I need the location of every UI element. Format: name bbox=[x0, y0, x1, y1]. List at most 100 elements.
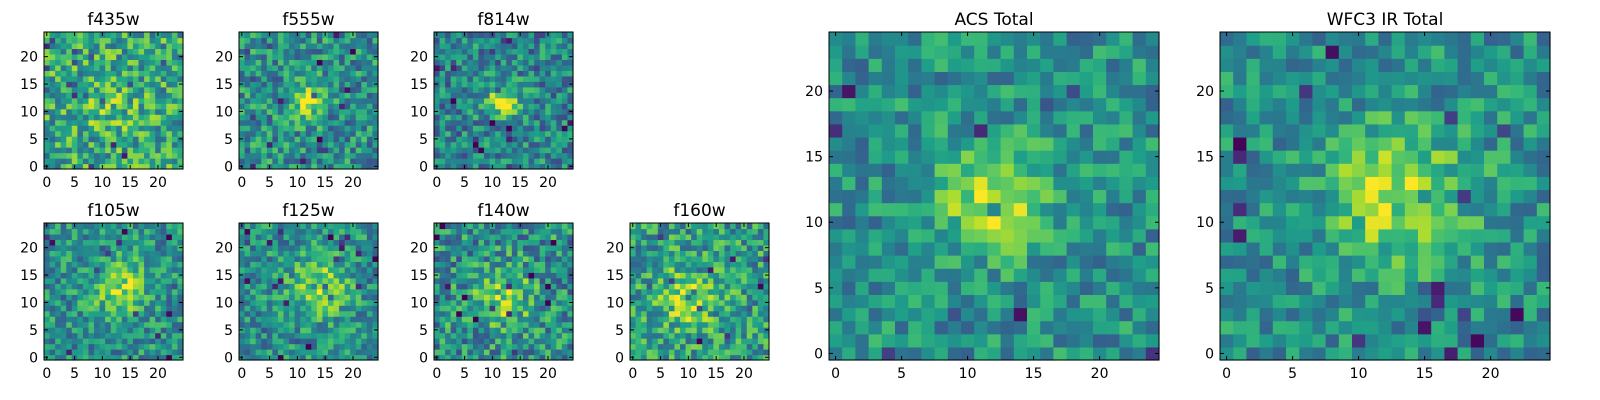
heatmap-cell bbox=[366, 332, 374, 339]
heatmap-cell bbox=[868, 268, 883, 282]
heatmap-cell bbox=[439, 81, 446, 88]
heatmap-cell bbox=[974, 215, 988, 230]
heatmap-cell bbox=[445, 152, 452, 159]
heatmap-cell bbox=[327, 97, 335, 104]
heatmap-cell bbox=[561, 42, 569, 50]
heatmap-cell bbox=[752, 261, 759, 268]
heatmap-cell bbox=[372, 338, 379, 345]
heatmap-cell bbox=[105, 272, 112, 279]
heatmap-cell bbox=[261, 261, 268, 268]
heatmap-cell bbox=[305, 86, 312, 93]
heatmap-cell bbox=[132, 327, 140, 334]
heatmap-cell bbox=[261, 108, 268, 115]
heatmap-cell bbox=[88, 48, 95, 55]
heatmap-cell bbox=[947, 307, 962, 322]
heatmap-cell bbox=[127, 272, 134, 279]
heatmap-cell bbox=[49, 70, 56, 77]
heatmap-cell bbox=[82, 332, 90, 339]
heatmap-cell bbox=[71, 147, 78, 154]
heatmap-cell bbox=[974, 241, 988, 256]
heatmap-cell bbox=[500, 283, 507, 290]
heatmap-cell bbox=[934, 294, 949, 309]
heatmap-cell bbox=[289, 37, 296, 44]
heatmap-cell bbox=[261, 327, 268, 334]
heatmap-cell bbox=[534, 321, 541, 328]
heatmap-cell bbox=[895, 150, 909, 164]
heatmap-cell bbox=[674, 233, 681, 241]
heatmap-cell bbox=[702, 250, 709, 257]
heatmap-cell bbox=[550, 130, 557, 137]
heatmap-cell bbox=[461, 349, 468, 356]
heatmap-cell bbox=[344, 244, 351, 251]
heatmap-cell bbox=[333, 343, 340, 350]
heatmap-cell bbox=[316, 37, 323, 44]
heatmap-cell bbox=[322, 338, 329, 345]
heatmap-cell bbox=[300, 32, 307, 39]
heatmap-cell bbox=[132, 92, 140, 99]
heatmap-cell bbox=[132, 244, 140, 251]
heatmap-cell bbox=[517, 294, 524, 301]
heatmap-cell bbox=[691, 261, 698, 268]
heatmap-cell bbox=[472, 75, 480, 82]
heatmap-cell bbox=[472, 327, 480, 334]
heatmap-cell bbox=[528, 316, 535, 323]
heatmap-cell bbox=[500, 343, 507, 350]
heatmap-cell bbox=[300, 114, 307, 121]
heatmap-cell bbox=[489, 37, 496, 44]
heatmap-cell bbox=[283, 305, 290, 312]
heatmap-cell bbox=[567, 233, 574, 241]
heatmap-cell bbox=[177, 250, 184, 257]
heatmap-cell bbox=[947, 189, 962, 204]
heatmap-cell bbox=[434, 288, 441, 295]
heatmap-cell bbox=[746, 250, 753, 257]
heatmap-cell bbox=[668, 349, 676, 356]
heatmap-cell bbox=[327, 92, 335, 99]
heatmap-cell bbox=[506, 64, 513, 71]
heatmap-cell bbox=[166, 332, 173, 339]
heatmap-cell bbox=[155, 255, 162, 262]
heatmap-cell bbox=[1000, 268, 1015, 282]
heatmap-cell bbox=[272, 163, 279, 170]
heatmap-cell bbox=[646, 310, 653, 317]
heatmap-cell bbox=[355, 114, 362, 121]
heatmap-cell bbox=[461, 97, 468, 104]
heatmap-cell bbox=[77, 316, 84, 323]
heatmap-cell bbox=[339, 223, 346, 230]
heatmap-cell bbox=[730, 223, 737, 230]
heatmap-cell bbox=[289, 233, 296, 241]
heatmap-cell bbox=[99, 310, 106, 317]
heatmap-cell bbox=[94, 283, 101, 290]
heatmap-cell bbox=[550, 266, 557, 273]
heatmap-cell bbox=[339, 305, 346, 312]
heatmap-cell bbox=[344, 283, 351, 290]
heatmap-cell bbox=[132, 332, 140, 339]
heatmap-cell bbox=[534, 141, 541, 148]
heatmap-cell bbox=[77, 277, 84, 284]
heatmap-cell bbox=[166, 70, 173, 77]
heatmap-cell bbox=[289, 305, 296, 312]
heatmap-cell bbox=[55, 283, 62, 290]
heatmap-cell bbox=[316, 92, 323, 99]
heatmap-cell bbox=[305, 152, 312, 159]
heatmap-cell bbox=[66, 266, 73, 273]
heatmap-cell bbox=[489, 136, 496, 143]
heatmap-cell bbox=[702, 305, 709, 312]
heatmap-cell bbox=[327, 261, 335, 268]
heatmap-cell bbox=[155, 158, 162, 165]
heatmap-cell bbox=[316, 316, 323, 323]
heatmap-cell bbox=[561, 305, 569, 312]
heatmap-cell bbox=[333, 321, 340, 328]
heatmap-cell bbox=[121, 283, 128, 290]
heatmap-cell bbox=[166, 305, 173, 312]
heatmap-cell bbox=[372, 103, 379, 110]
heatmap-cell bbox=[277, 349, 285, 356]
heatmap-cell bbox=[724, 310, 731, 317]
heatmap-cell bbox=[489, 125, 496, 132]
heatmap-cell bbox=[244, 272, 251, 279]
heatmap-cell bbox=[311, 119, 318, 126]
heatmap-cell bbox=[121, 130, 128, 137]
heatmap-cell bbox=[1027, 333, 1041, 348]
heatmap-cell bbox=[316, 103, 323, 110]
heatmap-cell bbox=[1040, 281, 1054, 295]
